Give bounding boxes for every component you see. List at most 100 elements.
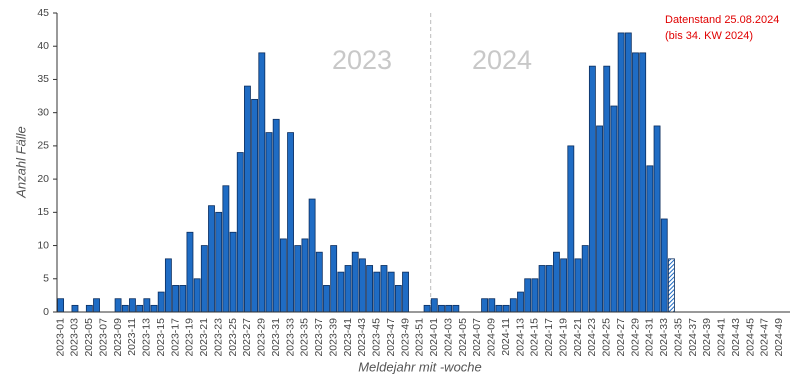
bar (164, 258, 172, 313)
bar (200, 245, 208, 313)
x-axis-title: Meldejahr mit -woche (358, 359, 482, 374)
x-tick-label: 2024-31 (644, 318, 656, 357)
x-tick-label: 2023-33 (284, 318, 296, 357)
bar (617, 32, 625, 313)
x-tick-label: 2024-37 (687, 318, 699, 357)
bar (653, 125, 661, 313)
x-tick-label: 2023-19 (184, 318, 196, 357)
x-tick-label: 2024-33 (658, 318, 670, 357)
x-tick-label: 2023-23 (212, 318, 224, 357)
y-tick-label: 5 (43, 273, 49, 285)
x-tick-label: 2024-13 (514, 318, 526, 357)
bar (129, 298, 136, 313)
x-tick-label: 2023-31 (270, 318, 282, 357)
bar (172, 285, 179, 313)
bar (251, 98, 259, 313)
x-tick-label: 2024-21 (572, 318, 584, 357)
bar (323, 285, 330, 313)
bar (85, 304, 93, 313)
bar (330, 245, 338, 313)
bar (430, 298, 438, 313)
bar (186, 231, 194, 313)
bar (373, 271, 381, 313)
x-tick-label: 2024-15 (529, 318, 541, 357)
y-tick-label: 30 (37, 106, 49, 118)
bar (136, 304, 144, 313)
x-tick-label: 2023-47 (385, 318, 397, 357)
x-tick-label: 2023-01 (54, 318, 66, 357)
bar (553, 251, 560, 313)
x-tick-label: 2024-01 (428, 318, 440, 357)
bar (517, 291, 524, 313)
x-tick-label: 2023-21 (198, 318, 210, 357)
bar (215, 211, 223, 313)
y-axis-title: Anzahl Fälle (13, 126, 28, 199)
bar (524, 278, 532, 313)
x-tick-label: 2024-23 (586, 318, 598, 357)
year-label: 2023 (332, 45, 392, 75)
x-tick-label: 2024-39 (701, 318, 713, 357)
x-tick-label: 2023-27 (241, 318, 253, 357)
bar (344, 265, 352, 313)
bar (387, 271, 395, 313)
bar (337, 271, 345, 313)
bar (272, 118, 280, 313)
bar (244, 85, 251, 313)
bar (179, 285, 187, 313)
x-tick-label: 2024-45 (744, 318, 756, 357)
x-tick-label: 2023-35 (299, 318, 311, 357)
bar (488, 298, 496, 313)
x-tick-label: 2023-17 (169, 318, 181, 357)
x-tick-label: 2023-45 (371, 318, 383, 357)
bar (258, 52, 266, 313)
x-tick-label: 2024-49 (773, 318, 785, 357)
bar (157, 291, 165, 313)
x-tick-label: 2024-25 (601, 318, 613, 357)
x-tick-label: 2023-13 (141, 318, 153, 357)
x-tick-label: 2023-49 (399, 318, 411, 357)
bar (632, 52, 639, 313)
bar (380, 265, 388, 313)
bar (121, 304, 129, 313)
bar (531, 278, 539, 313)
bar (538, 265, 546, 313)
bar (57, 298, 65, 313)
y-tick-label: 45 (37, 7, 49, 19)
bar (143, 298, 151, 313)
x-tick-label: 2024-07 (471, 318, 483, 357)
x-tick-label: 2024-47 (759, 318, 771, 357)
bar (236, 152, 244, 313)
bar (279, 238, 287, 313)
bar (222, 185, 230, 313)
x-tick-label: 2023-29 (256, 318, 268, 357)
bar (646, 165, 654, 313)
y-tick-label: 25 (37, 140, 49, 152)
bar (445, 304, 453, 313)
x-tick-label: 2024-41 (716, 318, 728, 357)
bar (452, 304, 460, 313)
bar (265, 132, 273, 313)
bar (193, 278, 201, 313)
year-label: 2024 (472, 45, 532, 75)
bar (624, 32, 632, 313)
bar (545, 265, 553, 313)
bar (301, 238, 309, 313)
x-tick-label: 2024-29 (629, 318, 641, 357)
bar (351, 251, 359, 313)
x-tick-label: 2023-25 (227, 318, 239, 357)
bar (402, 271, 409, 313)
x-tick-label: 2023-07 (97, 318, 109, 357)
x-tick-label: 2023-03 (69, 318, 81, 357)
bar (287, 132, 294, 313)
bar (150, 304, 158, 313)
x-tick-label: 2024-09 (486, 318, 498, 357)
bar (574, 258, 582, 313)
bar (660, 218, 668, 313)
x-tick-label: 2024-43 (730, 318, 742, 357)
y-tick-label: 35 (37, 73, 49, 85)
data-status: Datenstand 25.08.2024 (665, 14, 779, 26)
x-tick-label: 2024-05 (457, 318, 469, 357)
bar (588, 65, 596, 313)
bar (208, 205, 215, 313)
